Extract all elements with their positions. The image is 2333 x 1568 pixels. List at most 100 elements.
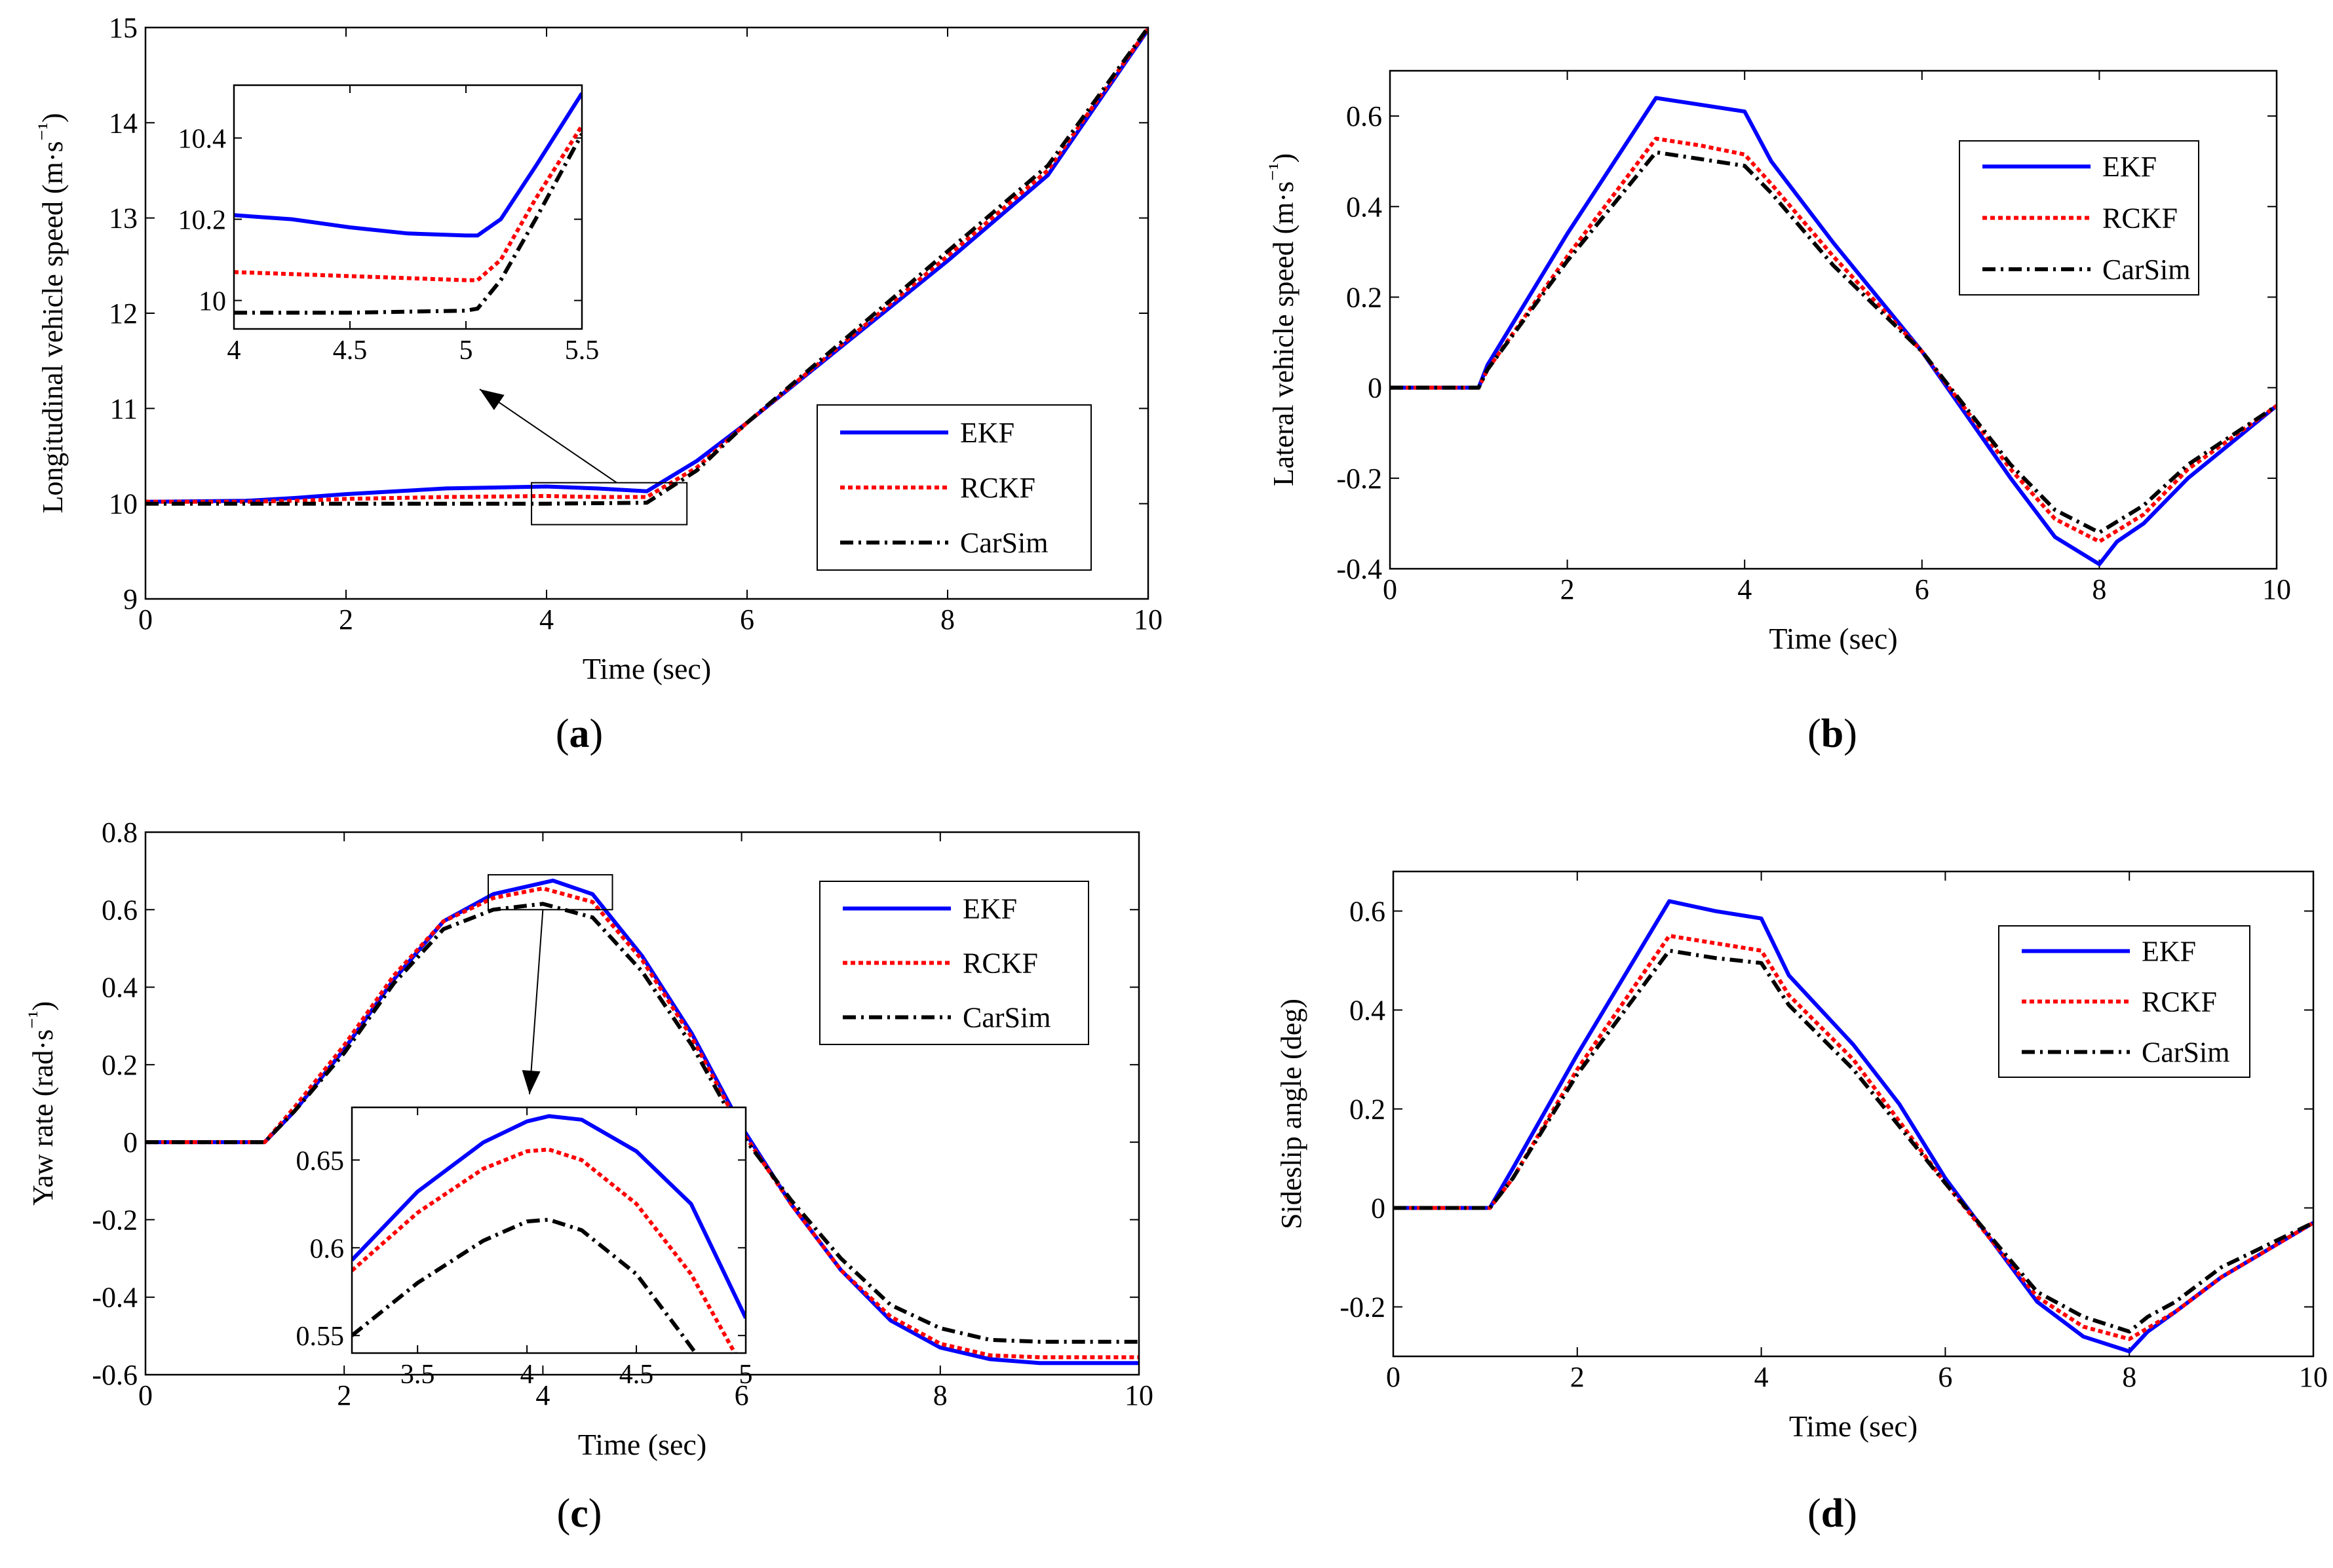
- panel-c-inset-xtick-label: 3.5: [400, 1360, 435, 1390]
- panel-b: 0 2 4 6 8 10 -0.4 -0.2 0 0.2 0.4 0.6 EKF RCKF CarSim Ti…: [1265, 69, 2291, 756]
- panel-b-legend-label-carsim: CarSim: [2102, 254, 2190, 286]
- panel-d-xtick-label: 2: [1570, 1361, 1585, 1393]
- panel-c-legend-label-rckf: RCKF: [963, 947, 1038, 980]
- panel-a-inset-ytick-label: 10.4: [178, 124, 227, 155]
- panel-b-series-rckf: [1390, 136, 2277, 544]
- panel-d-axes-frame: [1392, 870, 2315, 1358]
- panel-b-legend-label-rckf: RCKF: [2102, 202, 2178, 235]
- panel-a-inset-xtick-label: 4: [227, 335, 241, 366]
- panel-b-xtick-label: 0: [1383, 573, 1397, 605]
- panel-c-inset-background: [352, 1107, 746, 1353]
- panel-c-ytick-label: -0.6: [92, 1359, 138, 1391]
- panel-c-inset-series-rckf: [352, 1147, 737, 1353]
- panel-a-inset-frame: [233, 84, 583, 330]
- panel-c-inset-series-ekf: [352, 1114, 746, 1319]
- panel-c-ytick-label: 0.6: [102, 894, 138, 926]
- panel-d-ytick-label: 0.2: [1349, 1093, 1385, 1125]
- panel-d-panel-label: (d): [1807, 1491, 1857, 1536]
- panel-a-xtick-label: 10: [1134, 603, 1163, 636]
- panel-d-legend-label-ekf: EKF: [2142, 936, 2196, 968]
- panel-d-legend-label-carsim: CarSim: [2142, 1037, 2229, 1069]
- panel-c-xtick-label: 0: [138, 1379, 153, 1411]
- panel-d-series-rckf: [1393, 934, 2313, 1341]
- panel-a-inset-series-group: [234, 92, 582, 315]
- panel-c-ytick-label: 0: [123, 1126, 138, 1158]
- panel-c-inset-series-carsim: [352, 1217, 699, 1353]
- panel-a-xtick-label: 0: [138, 603, 153, 636]
- panel-b-series-ekf: [1390, 96, 2277, 567]
- panel-c-series-group: [145, 878, 1139, 1366]
- panel-b-legend-label-ekf: EKF: [2102, 151, 2157, 183]
- panel-d-xtick-label: 6: [1938, 1361, 1952, 1393]
- panel-a-legend-label-rckf: RCKF: [960, 472, 1035, 504]
- panel-a-zoom-arrow-line: [479, 389, 617, 484]
- panel-c-zoom-arrow-head: [522, 1070, 541, 1094]
- panel-b-ytick-label: 0.4: [1346, 191, 1382, 223]
- panel-b-ytick-label: 0: [1368, 372, 1382, 404]
- panel-a-inset-background: [234, 85, 582, 329]
- panel-d-xtick-label: 10: [2299, 1361, 2328, 1393]
- panel-a-ylabel: Longitudinal vehicle speed (m·s⁻¹): [34, 113, 69, 514]
- panel-d-series-ekf: [1393, 899, 2313, 1354]
- panel-c-zoom-arrow-line: [529, 909, 544, 1095]
- panel-a-ytick-label: 10: [109, 488, 138, 520]
- panel-b-series-group: [1390, 96, 2277, 567]
- panel-c-xtick-label: 8: [933, 1379, 948, 1411]
- panel-a-xtick-label: 2: [339, 603, 353, 636]
- panel-d-ylabel: Sideslip angle (deg): [1275, 999, 1307, 1229]
- panel-b-xtick-label: 10: [2262, 573, 2291, 605]
- panel-d-series-group: [1393, 899, 2313, 1354]
- panel-a: 0 2 4 6 8 10 9 10 11 12 13 14 15 4 4.5 5 5.5 10 10.2 10.4 EK…: [34, 12, 1163, 756]
- panel-b-panel-label: (b): [1807, 712, 1857, 756]
- panel-a-inset-ytick-label: 10.2: [178, 206, 227, 236]
- panel-a-xtick-label: 4: [539, 603, 554, 636]
- panel-c-inset-xtick-label: 4.5: [619, 1360, 654, 1390]
- panel-a-zoom-arrow-head: [480, 389, 505, 410]
- panel-b-xtick-label: 4: [1737, 573, 1752, 605]
- panel-b-xtick-label: 2: [1560, 573, 1575, 605]
- panel-a-inset-series-carsim: [234, 132, 582, 315]
- panel-a-series-carsim: [145, 28, 1148, 506]
- panel-a-xtick-label: 8: [940, 603, 955, 636]
- panel-b-ytick-label: -0.2: [1336, 463, 1382, 495]
- panel-a-axes-frame: [144, 26, 1149, 600]
- panel-d-ytick-label: 0.4: [1349, 994, 1385, 1026]
- panel-c-xlabel: Time (sec): [578, 1428, 706, 1461]
- panel-c-inset-series-group: [352, 1114, 746, 1353]
- panel-a-inset-ytick-label: 10: [199, 287, 226, 317]
- panel-a-zoom-source-box: [531, 482, 688, 526]
- panel-c-ytick-label: 0.2: [102, 1049, 138, 1081]
- panel-d-xlabel: Time (sec): [1789, 1409, 1918, 1443]
- panel-c-series-ekf: [145, 878, 1139, 1366]
- panel-c-xtick-label: 10: [1125, 1379, 1153, 1411]
- panel-c-inset-xtick-label: 5: [739, 1360, 753, 1390]
- panel-b-ytick-label: 0.6: [1346, 100, 1382, 132]
- panel-d: 0 2 4 6 8 10 -0.2 0 0.2 0.4 0.6 EKF RCKF CarSim Time (…: [1275, 870, 2328, 1536]
- panel-c-inset-ytick-label: 0.65: [296, 1146, 345, 1176]
- panel-c-ylabel: Yaw rate (rad·s⁻¹): [24, 1001, 59, 1206]
- panel-a-legend-label-carsim: CarSim: [960, 527, 1048, 559]
- panel-c-series-carsim: [145, 902, 1139, 1344]
- panel-a-inset-xtick-label: 4.5: [333, 335, 368, 366]
- panel-a-ytick-label: 13: [109, 202, 138, 235]
- panel-d-ytick-label: 0.6: [1349, 895, 1385, 927]
- panel-d-legend-label-rckf: RCKF: [2142, 986, 2217, 1018]
- panel-b-xtick-label: 6: [1915, 573, 1929, 605]
- panel-c-xtick-label: 4: [535, 1379, 550, 1411]
- panel-a-inset-xtick-label: 5.5: [565, 335, 600, 366]
- panel-c-ytick-label: -0.2: [92, 1204, 138, 1236]
- panel-c-ytick-label: 0.4: [102, 972, 138, 1004]
- panel-b-ytick-label: 0.2: [1346, 281, 1382, 313]
- panel-b-series-carsim: [1390, 150, 2277, 535]
- panel-a-series-rckf: [145, 28, 1148, 504]
- panel-c-inset-frame: [351, 1106, 747, 1354]
- panel-c: 0 2 4 6 8 10 -0.6 -0.4 -0.2 0 0.2 0.4 0.6 0.8 3.5 4 4.5 5…: [24, 816, 1153, 1536]
- panel-b-ylabel: Lateral vehicle speed (m·s⁻¹): [1265, 153, 1300, 486]
- panel-c-xtick-label: 6: [735, 1379, 749, 1411]
- panel-a-ytick-label: 9: [123, 583, 138, 615]
- panel-d-ytick-label: 0: [1371, 1192, 1385, 1224]
- panel-d-series-carsim: [1393, 948, 2313, 1334]
- panel-c-inset-ytick-label: 0.6: [310, 1234, 345, 1264]
- panel-c-axes-frame: [144, 831, 1140, 1376]
